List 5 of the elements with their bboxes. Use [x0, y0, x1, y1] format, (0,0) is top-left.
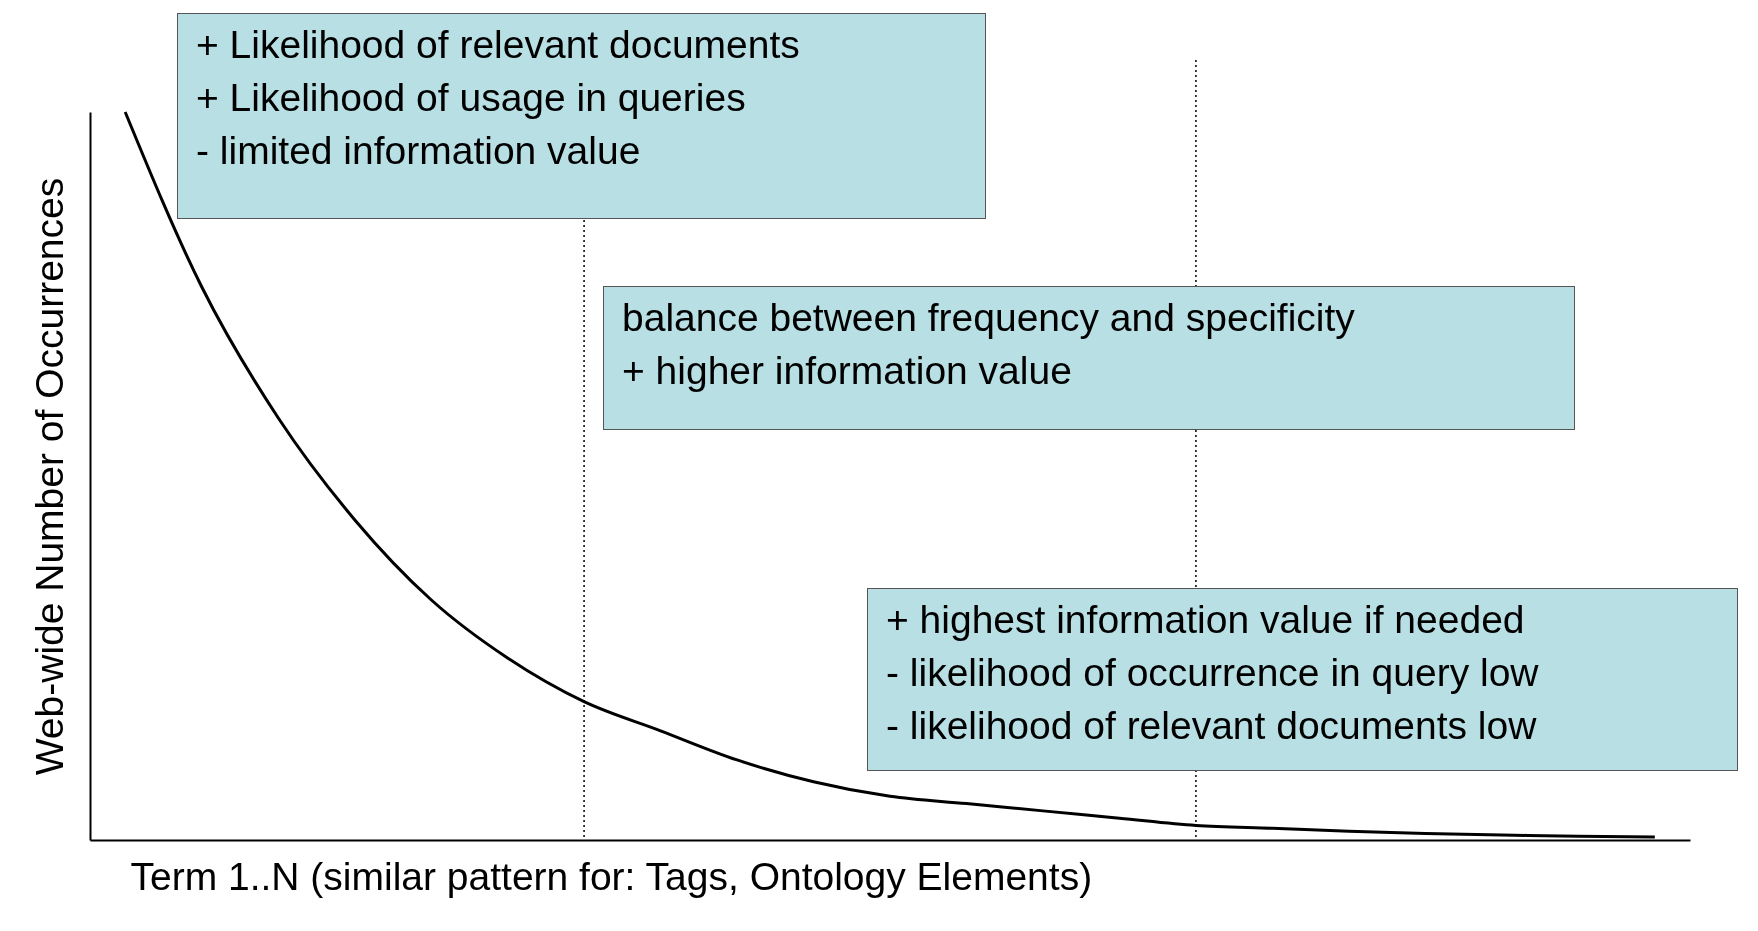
text-box: + highest information value if needed - likelihood of occurrence in query low - likelihood of relevant documents low — [867, 588, 1738, 771]
text-box: balance between frequency and specificity + higher information value — [603, 286, 1575, 430]
text-box: + Likelihood of relevant documents + Likelihood of usage in queries - limited information value — [177, 13, 986, 219]
x-axis-title: Term 1..N (similar pattern for: Tags, Ontology Elements) — [130, 854, 1093, 898]
y-axis-title: Web-wide Number of Occurrences — [27, 177, 71, 776]
